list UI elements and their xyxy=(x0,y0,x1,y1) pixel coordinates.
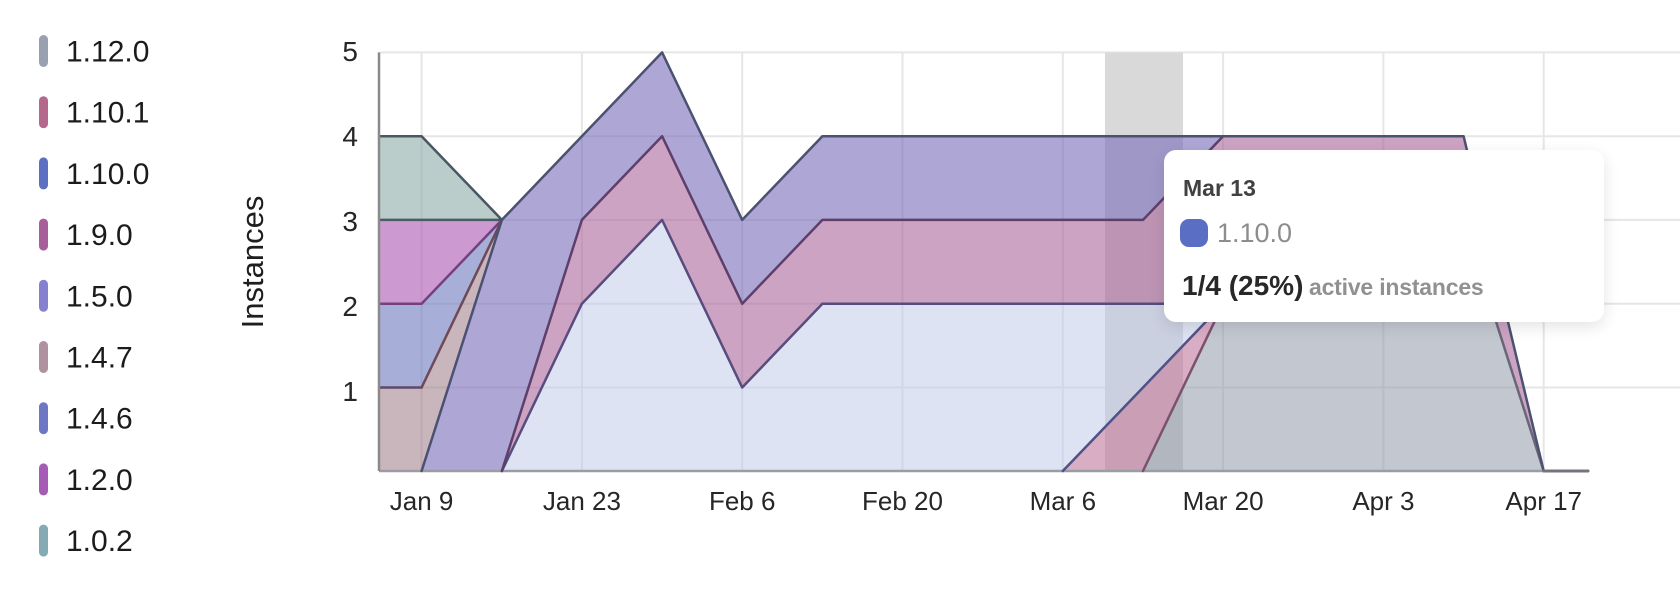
svg-text:Apr 17: Apr 17 xyxy=(1505,486,1582,516)
svg-text:Feb 20: Feb 20 xyxy=(862,486,943,516)
svg-text:Mar 6: Mar 6 xyxy=(1030,486,1096,516)
svg-text:1.4.6: 1.4.6 xyxy=(66,403,133,436)
svg-text:Feb 6: Feb 6 xyxy=(709,486,776,516)
svg-text:1.2.0: 1.2.0 xyxy=(66,464,133,497)
svg-text:1.10.0: 1.10.0 xyxy=(66,158,149,191)
svg-text:Jan 9: Jan 9 xyxy=(390,486,454,516)
svg-text:1.12.0: 1.12.0 xyxy=(66,36,149,69)
svg-text:1.9.0: 1.9.0 xyxy=(66,219,133,252)
svg-text:1.0.2: 1.0.2 xyxy=(66,525,133,558)
svg-text:2: 2 xyxy=(342,291,358,322)
svg-text:Apr 3: Apr 3 xyxy=(1352,486,1414,516)
svg-text:5: 5 xyxy=(342,36,358,67)
svg-text:1.5.0: 1.5.0 xyxy=(66,280,133,313)
svg-text:Instances: Instances xyxy=(235,196,270,329)
svg-text:3: 3 xyxy=(342,206,358,237)
svg-text:1: 1 xyxy=(342,376,358,407)
svg-text:Mar 20: Mar 20 xyxy=(1183,486,1264,516)
svg-text:1.10.1: 1.10.1 xyxy=(66,97,149,130)
svg-text:Jan 23: Jan 23 xyxy=(543,486,621,516)
svg-text:4: 4 xyxy=(342,121,358,152)
svg-text:1.4.7: 1.4.7 xyxy=(66,342,133,375)
